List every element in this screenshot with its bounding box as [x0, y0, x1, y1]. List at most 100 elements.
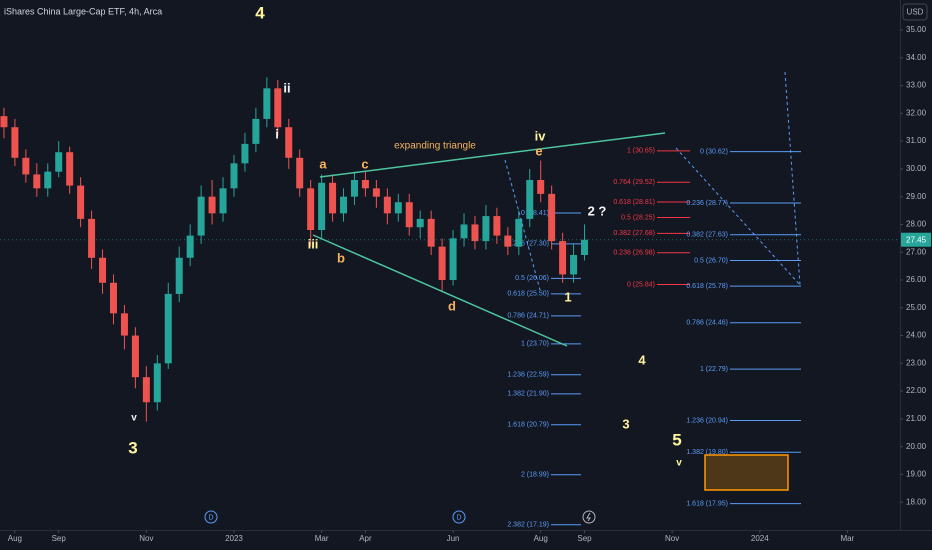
fib-level-label: 1 (23.70)	[521, 341, 549, 348]
wave-label: v	[131, 413, 137, 424]
candle-body	[329, 182, 337, 214]
y-tick-label: 35.00	[906, 25, 927, 34]
fib-level-label: 0.786 (24.71)	[507, 313, 549, 320]
last-price-box	[901, 232, 931, 247]
wave-label: 4	[255, 3, 265, 22]
dividend-marker[interactable]	[452, 510, 466, 524]
candle-body	[318, 182, 326, 230]
triangle-upper-line	[319, 132, 666, 178]
fib-level-label: 2.382 (17.19)	[507, 522, 549, 529]
wave-label: d	[448, 298, 456, 313]
fib-level-label: 0 (30.62)	[700, 149, 728, 156]
x-tick-label: Sep	[577, 534, 592, 543]
event-marker[interactable]	[582, 510, 596, 524]
x-tick-label: 2024	[751, 534, 769, 543]
fib-level-label: 0.236 (26.98)	[613, 250, 655, 257]
candle-body	[372, 188, 380, 197]
candle-body	[208, 196, 216, 214]
candle-body	[405, 202, 413, 228]
wave-label: 1	[564, 289, 571, 304]
dividend-marker[interactable]	[204, 510, 218, 524]
fib-level-label: 1 (22.79)	[700, 366, 728, 373]
candle-body	[548, 193, 556, 242]
candle-body	[219, 188, 227, 214]
candle-body	[460, 224, 468, 239]
candle-body	[581, 239, 589, 255]
x-tick-label: 2023	[225, 534, 243, 543]
wave-label: 3	[128, 438, 137, 457]
fib-level-label: 1.618 (17.95)	[686, 500, 728, 507]
fib-level-label: 0 (25.84)	[627, 281, 655, 288]
candle-body	[99, 257, 107, 283]
candle-body	[394, 202, 402, 214]
x-tick-label: Aug	[8, 534, 22, 543]
y-tick-label: 31.00	[906, 136, 927, 145]
y-tick-label: 34.00	[906, 53, 927, 62]
y-tick-label: 26.00	[906, 275, 927, 284]
candle-body	[559, 241, 567, 275]
candle-body	[175, 257, 183, 294]
candle-body	[570, 255, 578, 275]
candle-body	[0, 116, 8, 128]
wave-label: v	[676, 458, 682, 469]
candle-body	[131, 335, 139, 378]
fib-level-label: 1.382 (21.90)	[507, 391, 549, 398]
candle-body	[383, 196, 391, 214]
x-tick-label: Mar	[841, 534, 855, 543]
y-tick-label: 19.00	[906, 470, 927, 479]
candle-body	[44, 171, 52, 189]
pattern-label: expanding triangle	[394, 141, 476, 152]
candle-body	[285, 127, 293, 158]
candle-body	[186, 235, 194, 258]
y-tick-label: 24.00	[906, 331, 927, 340]
fib-level-label: 1.618 (20.79)	[507, 422, 549, 429]
y-tick-label: 28.00	[906, 220, 927, 229]
y-tick-label: 32.00	[906, 108, 927, 117]
candle-body	[164, 293, 172, 364]
y-tick-label: 23.00	[906, 358, 927, 367]
candle-body	[340, 196, 348, 214]
wave-label: 5	[672, 430, 681, 449]
wave-label: i	[275, 126, 279, 141]
dividend-marker-label: D	[208, 514, 213, 521]
currency-box	[902, 3, 928, 21]
y-tick-label: 30.00	[906, 164, 927, 173]
fib-level-label: 0.5 (26.70)	[694, 257, 728, 264]
candle-body	[22, 157, 30, 175]
candle-body	[230, 163, 238, 189]
y-tick-label: 33.00	[906, 81, 927, 90]
projection-line	[675, 147, 801, 286]
y-tick-label: 29.00	[906, 192, 927, 201]
chart-title: iShares China Large-Cap ETF, 4h, Arca	[4, 6, 162, 16]
candle-body	[120, 313, 128, 336]
fib-level-label: 1.236 (22.59)	[507, 372, 549, 379]
candle-body	[307, 188, 315, 230]
candle-body	[471, 224, 479, 242]
x-tick-label: Nov	[665, 534, 679, 543]
fib-level-label: 0.382 (27.68)	[613, 230, 655, 237]
candle-body	[197, 196, 205, 236]
last-price-label: 27.45	[906, 235, 927, 244]
candle-body	[515, 218, 523, 247]
triangle-lower-line	[312, 234, 568, 347]
dividend-marker-label: D	[456, 514, 461, 521]
candle-body	[504, 235, 512, 247]
wave-label: 2 ?	[588, 203, 607, 218]
candle-body	[438, 246, 446, 280]
fib-level-label: 0.618 (25.50)	[507, 291, 549, 298]
fib-level-label: 0.5 (26.06)	[515, 275, 549, 282]
candle-body	[526, 180, 534, 219]
target-box	[704, 454, 789, 491]
fib-level-label: 0.764 (29.52)	[613, 179, 655, 186]
candle-body	[11, 127, 19, 158]
candle-body	[361, 180, 369, 189]
fib-level-label: 0.786 (24.46)	[686, 320, 728, 327]
x-tick-label: Apr	[359, 534, 372, 543]
fib-level-label: 0.382 (27.63)	[686, 232, 728, 239]
y-tick-label: 22.00	[906, 386, 927, 395]
fib-level-label: 1.236 (20.94)	[686, 417, 728, 424]
x-tick-label: Jun	[447, 534, 460, 543]
wave-label: e	[535, 143, 542, 158]
candle-body	[252, 118, 260, 144]
